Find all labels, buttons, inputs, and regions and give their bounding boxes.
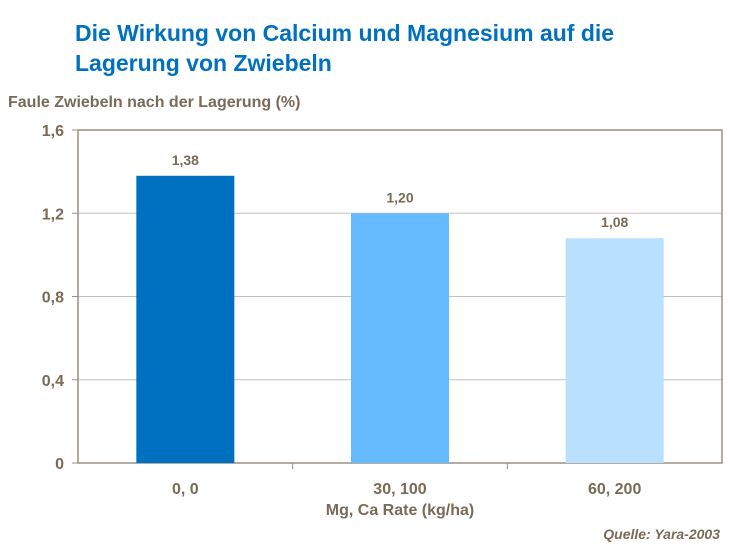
x-tick-label: 0, 0 — [172, 481, 199, 498]
source-note: Quelle: Yara-2003 — [603, 526, 720, 542]
data-label: 1,38 — [172, 152, 199, 168]
data-label: 1,08 — [601, 214, 628, 230]
chart-title: Die Wirkung von Calcium und Magnesium au… — [75, 20, 615, 76]
y-axis-label: Faule Zwiebeln nach der Lagerung (%) — [8, 94, 301, 111]
x-axis-label: Mg, Ca Rate (kg/ha) — [326, 502, 474, 519]
y-tick-label: 0,8 — [42, 290, 64, 307]
data-label: 1,20 — [386, 189, 413, 205]
x-tick-label: 30, 100 — [373, 481, 426, 498]
y-tick-label: 0 — [55, 456, 64, 473]
y-tick-label: 1,6 — [42, 123, 64, 140]
bar — [136, 175, 235, 463]
bar — [565, 238, 664, 463]
x-tick-label: 60, 200 — [588, 481, 641, 498]
y-tick-label: 1,2 — [42, 206, 64, 223]
bar — [351, 213, 449, 463]
y-tick-label: 0,4 — [42, 373, 64, 390]
